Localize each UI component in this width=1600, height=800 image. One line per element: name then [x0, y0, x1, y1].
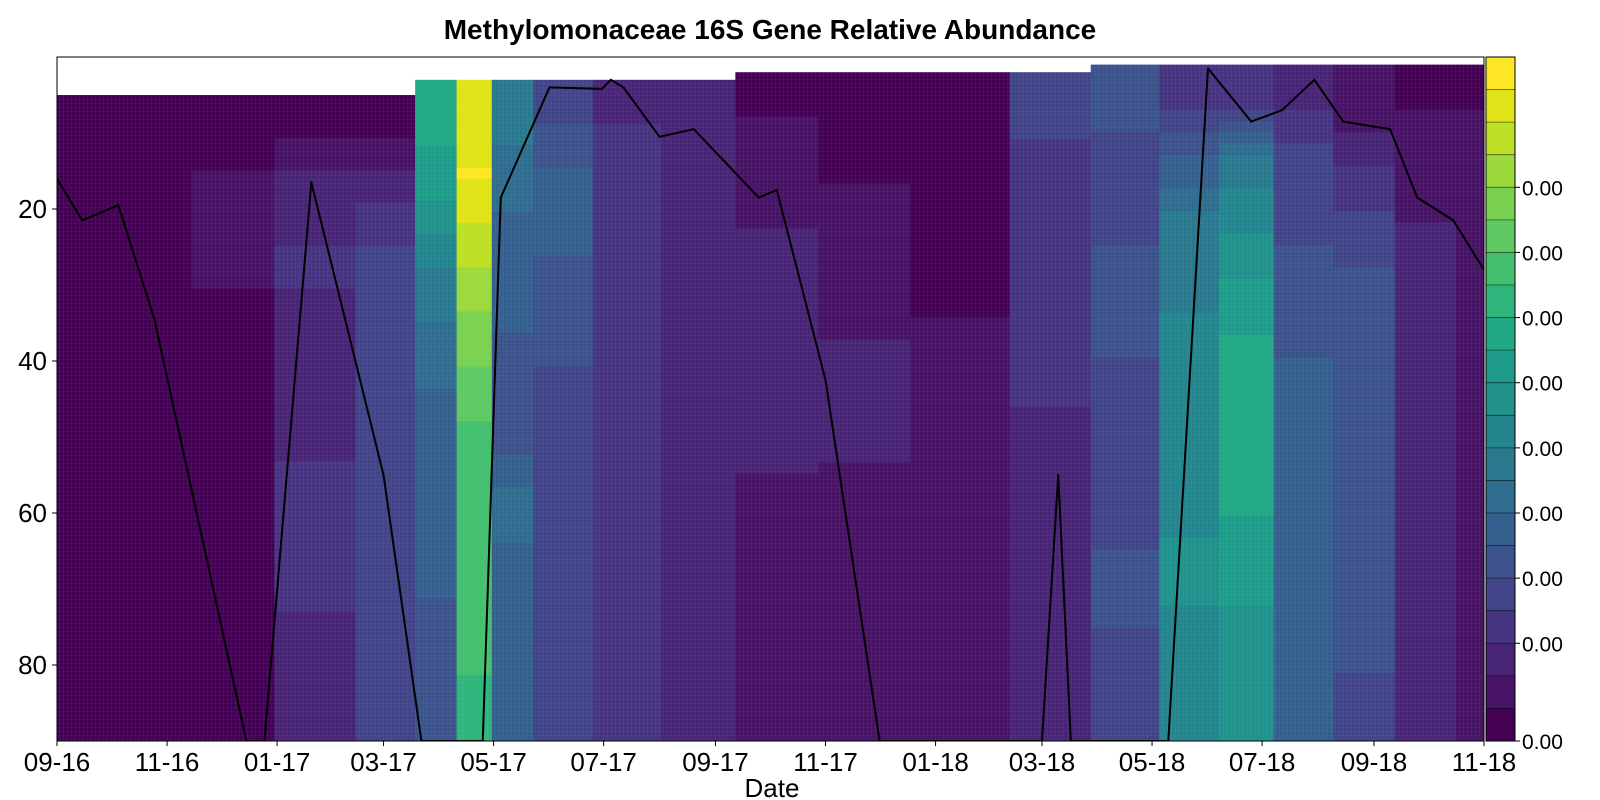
- depth-line-segment: [57, 177, 84, 222]
- y-tick-label: 20: [18, 194, 47, 224]
- colorbar-swatch: [1486, 122, 1515, 156]
- depth-line-segment: [1452, 219, 1484, 271]
- colorbar-tick-label: 0.00: [1522, 503, 1563, 526]
- depth-line-segment: [757, 189, 778, 199]
- depth-line-segment: [609, 78, 625, 89]
- colorbar-swatch: [1486, 675, 1515, 709]
- y-tick-label: 80: [18, 650, 47, 680]
- depth-line-segment: [548, 86, 603, 90]
- colorbar-tick-label: 0.00: [1522, 568, 1563, 591]
- colorbar: 0.00 0.00 0.00 0.00 0.00 0.00 0.00 0.00 0.00: [1485, 56, 1563, 754]
- depth-line-segment: [1250, 109, 1283, 123]
- colorbar-swatch: [1486, 480, 1515, 514]
- colorbar-swatch: [1486, 154, 1515, 188]
- depth-line-segment: [1389, 128, 1419, 199]
- colorbar-swatch: [1486, 643, 1515, 677]
- x-axis-label: Date: [745, 773, 800, 800]
- depth-line-segment: [499, 86, 551, 199]
- colorbar-swatch: [1486, 610, 1515, 644]
- depth-line-segment: [1342, 120, 1392, 131]
- depth-line-segment: [1313, 78, 1345, 123]
- depth-line-segment: [263, 181, 313, 741]
- plot-frame: [56, 56, 1485, 742]
- colorbar-tick-label: 0.00: [1522, 177, 1563, 200]
- depth-line-segment: [153, 318, 248, 741]
- y-tick-label: 60: [18, 498, 47, 528]
- depth-line-segment: [81, 204, 120, 222]
- colorbar-swatch: [1486, 708, 1515, 742]
- depth-line-segment: [310, 181, 385, 476]
- colorbar-swatch: [1486, 382, 1515, 416]
- depth-line-segment: [600, 78, 612, 90]
- depth-line-segment: [775, 189, 827, 381]
- x-tick-label: 11-16: [135, 747, 200, 777]
- x-tick-label: 09-16: [24, 747, 91, 777]
- colorbar-swatch: [1486, 252, 1515, 286]
- depth-line-segment: [117, 204, 156, 321]
- colorbar-frame: [1485, 56, 1516, 742]
- colorbar-tick-label: 0.00: [1522, 373, 1563, 396]
- depth-line-segment: [1041, 474, 1060, 741]
- x-tick-label: 01-17: [244, 747, 311, 777]
- colorbar-tick-label: 0.00: [1522, 308, 1563, 331]
- depth-line-segment: [1206, 67, 1253, 123]
- colorbar-swatch: [1486, 57, 1515, 90]
- depth-line-segment: [1167, 67, 1209, 741]
- colorbar-swatch: [1486, 545, 1515, 579]
- colorbar-swatch: [1486, 219, 1515, 253]
- colorbar-swatch: [1486, 89, 1515, 123]
- colorbar-swatch: [1486, 187, 1515, 221]
- y-axis: 20 40 60 80: [18, 194, 57, 680]
- colorbar-swatch: [1486, 513, 1515, 546]
- colorbar-tick-label: 0.00: [1522, 633, 1563, 656]
- x-tick-label: 11-18: [1452, 747, 1517, 777]
- depth-line-segment: [622, 86, 661, 138]
- colorbar-tick-label: 0.00: [1522, 438, 1563, 461]
- x-tick-label: 09-17: [682, 747, 749, 777]
- colorbar-tick-label: 0.00: [1522, 731, 1563, 754]
- colorbar-swatch: [1486, 317, 1515, 351]
- x-tick-label: 07-18: [1229, 747, 1296, 777]
- depth-line-segment: [1057, 474, 1072, 741]
- x-tick-label: 09-18: [1341, 747, 1408, 777]
- x-tick-label: 07-17: [570, 747, 637, 777]
- depth-line-segment: [1416, 196, 1455, 222]
- x-tick-label: 05-18: [1119, 747, 1186, 777]
- colorbar-swatch: [1486, 415, 1515, 449]
- colorbar-swatch: [1486, 578, 1515, 612]
- depth-line-segment: [481, 196, 502, 741]
- chart-title: Methylomonaceae 16S Gene Relative Abunda…: [444, 14, 1097, 45]
- depth-line-group: [57, 67, 1484, 741]
- x-tick-label: 11-17: [793, 747, 858, 777]
- x-tick-label: 03-17: [350, 747, 417, 777]
- x-tick-label: 01-18: [902, 747, 969, 777]
- colorbar-swatch: [1486, 447, 1515, 481]
- x-axis: 09-16 11-16 01-17 03-17 05-17 07-17 09-17 11-17…: [24, 741, 1517, 777]
- depth-line-segment: [658, 128, 695, 138]
- x-tick-label: 03-18: [1009, 747, 1076, 777]
- y-tick-label: 40: [18, 346, 47, 376]
- x-tick-label: 05-17: [460, 747, 527, 777]
- depth-line-segment: [1280, 78, 1316, 112]
- depth-line-segment: [824, 379, 881, 741]
- depth-line-segment: [382, 474, 423, 741]
- depth-line-segment: [692, 128, 760, 199]
- colorbar-tick-label: 0.00: [1522, 242, 1563, 265]
- cell-grid-texture: [57, 57, 1484, 741]
- colorbar-swatch: [1486, 350, 1515, 384]
- colorbar-swatch: [1486, 285, 1515, 318]
